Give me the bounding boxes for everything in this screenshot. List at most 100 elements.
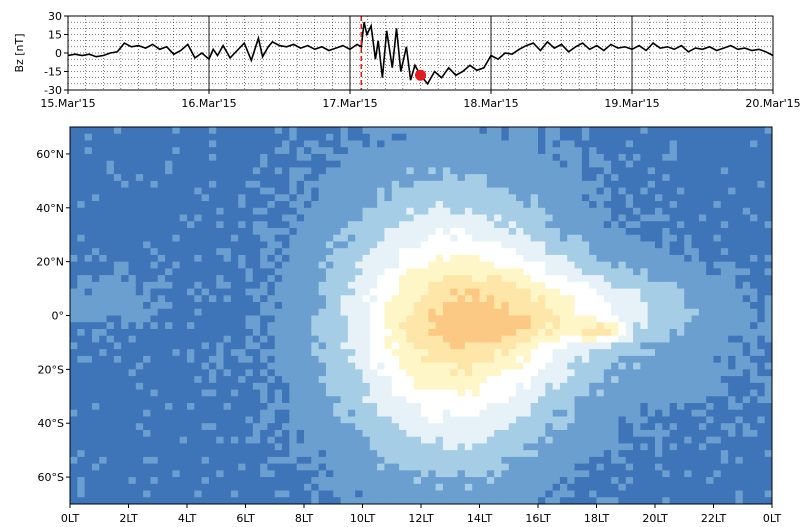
- heatmap-cell: [399, 315, 407, 323]
- heatmap-cell: [99, 443, 108, 451]
- heatmap-cell: [245, 349, 254, 357]
- heatmap-cell: [282, 328, 290, 337]
- heatmap-cell: [435, 423, 444, 431]
- heatmap-cell: [99, 342, 108, 350]
- heatmap-cell: [282, 187, 290, 195]
- heatmap-cell: [157, 248, 166, 256]
- heatmap-cell: [355, 254, 364, 263]
- heatmap-cell: [150, 335, 159, 344]
- heatmap-cell: [676, 382, 685, 391]
- heatmap-cell: [545, 429, 554, 438]
- heatmap-cell: [311, 376, 320, 384]
- heatmap-cell: [362, 227, 371, 236]
- heatmap-cell: [669, 497, 678, 504]
- heatmap-cell: [494, 443, 503, 451]
- heatmap-cell: [128, 497, 137, 504]
- heatmap-cell: [121, 349, 130, 357]
- heatmap-cell: [304, 214, 312, 222]
- heatmap-cell: [282, 167, 290, 175]
- heatmap-cell: [581, 362, 590, 370]
- heatmap-cell: [187, 335, 195, 344]
- heatmap-cell: [421, 221, 429, 229]
- heatmap-cell: [399, 201, 407, 209]
- heatmap-cell: [530, 483, 539, 492]
- heatmap-cell: [552, 355, 561, 364]
- heatmap-cell: [625, 207, 634, 216]
- heatmap-cell: [113, 288, 122, 296]
- heatmap-cell: [391, 497, 400, 504]
- heatmap-cell: [106, 369, 115, 377]
- heatmap-cell: [143, 281, 152, 290]
- heatmap-cell: [399, 214, 407, 222]
- heatmap-cell: [589, 470, 598, 478]
- heatmap-cell: [406, 450, 415, 458]
- heatmap-cell: [223, 167, 232, 175]
- heatmap-cell: [230, 140, 239, 148]
- heatmap-cell: [194, 423, 203, 431]
- heatmap-cell: [464, 133, 473, 142]
- heatmap-cell: [618, 127, 627, 135]
- heatmap-cell: [238, 127, 247, 135]
- heatmap-cell: [113, 423, 122, 431]
- heatmap-cell: [70, 194, 78, 202]
- heatmap-cell: [611, 429, 620, 438]
- heatmap-cell: [267, 187, 276, 195]
- heatmap-cell: [464, 214, 473, 222]
- heatmap-cell: [479, 214, 488, 222]
- heatmap-cell: [238, 221, 247, 229]
- heatmap-cell: [523, 429, 532, 438]
- heatmap-cell: [128, 288, 137, 296]
- heatmap-cell: [289, 429, 298, 438]
- heatmap-cell: [70, 355, 78, 364]
- heatmap-cell: [391, 248, 400, 256]
- heatmap-cell: [143, 254, 152, 263]
- heatmap-cell: [304, 302, 312, 310]
- heatmap-cell: [296, 477, 305, 485]
- heatmap-cell: [457, 423, 466, 431]
- heatmap-cell: [384, 133, 393, 142]
- heatmap-cell: [325, 207, 334, 216]
- heatmap-cell: [369, 497, 378, 504]
- heatmap-cell: [216, 275, 225, 283]
- heatmap-cell: [494, 127, 503, 135]
- heatmap-cell: [494, 234, 503, 243]
- heatmap-cell: [567, 281, 576, 290]
- heatmap-cell: [589, 443, 598, 451]
- heatmap-cell: [369, 160, 378, 168]
- heatmap-cell: [113, 241, 122, 249]
- heatmap-cell: [574, 403, 583, 411]
- heatmap-cell: [435, 342, 444, 350]
- heatmap-cell: [289, 127, 298, 135]
- heatmap-cell: [274, 127, 283, 135]
- heatmap-cell: [333, 436, 342, 445]
- heatmap-cell: [640, 127, 649, 135]
- heatmap-cell: [113, 302, 122, 310]
- heatmap-cell: [311, 140, 320, 148]
- heatmap-cell: [216, 174, 225, 182]
- heatmap-cell: [121, 174, 130, 182]
- heatmap-cell: [311, 281, 320, 290]
- heatmap-cell: [464, 174, 473, 182]
- heatmap-cell: [691, 261, 700, 269]
- heatmap-cell: [516, 281, 524, 290]
- heatmap-cell: [669, 443, 678, 451]
- heatmap-cell: [187, 288, 195, 296]
- heatmap-cell: [347, 369, 356, 377]
- heatmap-cell: [508, 322, 517, 330]
- heatmap-cell: [135, 180, 144, 189]
- heatmap-cell: [508, 275, 517, 283]
- heatmap-cell: [289, 436, 298, 445]
- heatmap-cell: [567, 409, 576, 418]
- heatmap-cell: [676, 423, 685, 431]
- heatmap-cell: [391, 362, 400, 370]
- heatmap-cell: [289, 355, 298, 364]
- heatmap-cell: [698, 315, 707, 323]
- heatmap-cell: [325, 180, 334, 189]
- heatmap-cell: [340, 456, 349, 465]
- heatmap-cell: [655, 322, 663, 330]
- heatmap-cell: [355, 328, 364, 337]
- heatmap-cell: [684, 174, 693, 182]
- heatmap-cell: [640, 241, 649, 249]
- heatmap-cell: [611, 288, 620, 296]
- heatmap-cell: [501, 201, 510, 209]
